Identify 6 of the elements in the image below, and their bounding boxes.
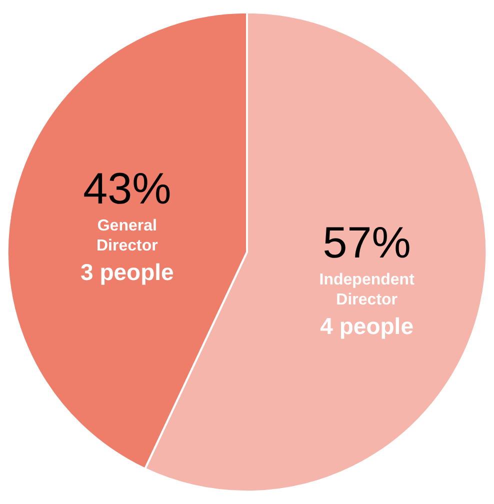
text: 4 people bbox=[320, 312, 414, 339]
data-label: 57% bbox=[322, 218, 411, 268]
data-label: 43% bbox=[83, 164, 172, 214]
text: 3 people bbox=[80, 259, 174, 286]
slice-label: Independent Director bbox=[319, 271, 416, 308]
slice-label: General Director bbox=[96, 218, 158, 255]
